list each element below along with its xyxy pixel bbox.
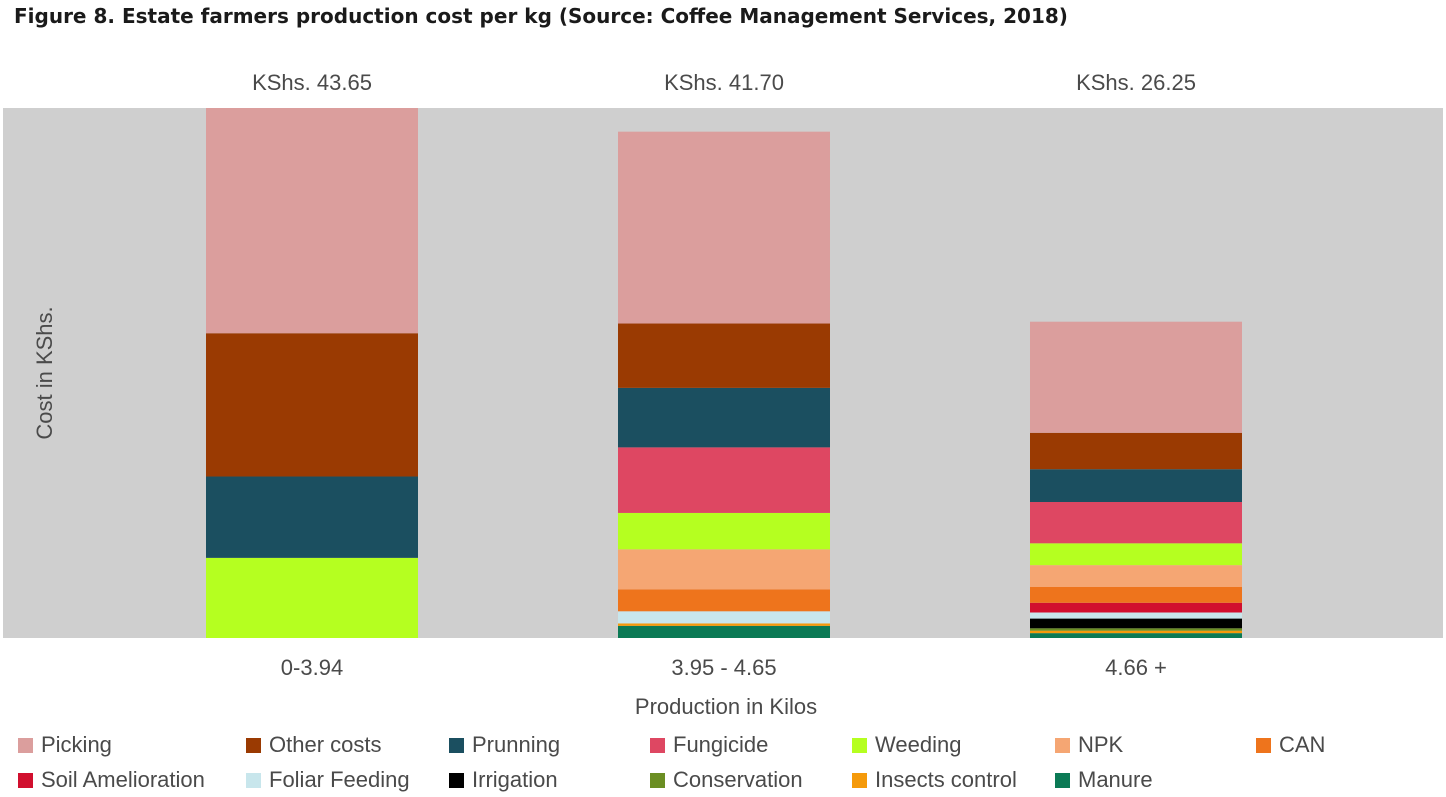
legend-label: Weeding <box>875 732 962 757</box>
bar-segment-conservation <box>1030 628 1242 631</box>
x-tick-label: 4.66 + <box>1105 655 1167 680</box>
legend-label: Insects control <box>875 767 1017 792</box>
bars-group <box>206 108 1242 638</box>
legend-swatch <box>449 772 464 788</box>
legend-item-npk: NPK <box>1055 728 1123 762</box>
y-axis-label: Cost in KShs. <box>32 306 57 439</box>
legend-label: Conservation <box>673 767 803 792</box>
bar-segment-irrigation <box>1030 618 1242 629</box>
legend: Picking Other costs Prunning Fungicide Weedi… <box>18 728 1438 794</box>
bar-segment-prunning <box>206 476 418 558</box>
legend-item-foliar-feeding: Foliar Feeding <box>246 763 410 797</box>
legend-swatch <box>18 772 33 788</box>
legend-item-other-costs: Other costs <box>246 728 381 762</box>
x-tick-label: 0-3.94 <box>281 655 343 680</box>
x-tick-label: 3.95 - 4.65 <box>671 655 776 680</box>
stacked-bar-chart: KShs. 43.65 KShs. 41.70 KShs. 26.25 0-3.94… <box>3 70 1443 719</box>
total-labels-group: KShs. 43.65 KShs. 41.70 KShs. 26.25 <box>252 70 1196 95</box>
legend-swatch <box>1256 737 1271 753</box>
legend-item-irrigation: Irrigation <box>449 763 558 797</box>
legend-swatch <box>852 772 867 788</box>
bar-segment-insects-control <box>618 623 830 626</box>
legend-label: Irrigation <box>472 767 558 792</box>
bar-segment-npk <box>1030 565 1242 588</box>
bar-segment-npk <box>618 549 830 590</box>
bar-total-label: KShs. 26.25 <box>1076 70 1196 95</box>
legend-label: Prunning <box>472 732 561 757</box>
legend-label: NPK <box>1078 732 1124 757</box>
legend-swatch <box>246 737 261 753</box>
bar-segment-picking <box>618 131 830 324</box>
bar-segment-soil-amelioration <box>1030 602 1242 613</box>
bar-segment-weeding <box>618 512 830 550</box>
bar-segment-picking <box>206 108 418 334</box>
legend-item-fungicide: Fungicide <box>650 728 768 762</box>
legend-swatch <box>650 772 665 788</box>
bar-segment-can <box>618 589 830 612</box>
x-axis-label: Production in Kilos <box>635 694 817 719</box>
bar-segment-prunning <box>1030 469 1242 503</box>
legend-label: Foliar Feeding <box>269 767 410 792</box>
category-labels-group: 0-3.94 3.95 - 4.65 4.66 + <box>281 655 1167 680</box>
bar-segment-other-costs <box>1030 432 1242 470</box>
bar-total-label: KShs. 41.70 <box>664 70 784 95</box>
bar-segment-other-costs <box>618 323 830 388</box>
legend-item-can: CAN <box>1256 728 1325 762</box>
legend-label: Fungicide <box>673 732 769 757</box>
bar-segment-foliar-feeding <box>618 611 830 624</box>
legend-item-prunning: Prunning <box>449 728 560 762</box>
bar-total-label: KShs. 43.65 <box>252 70 372 95</box>
bar-segment-manure <box>618 625 830 638</box>
legend-swatch <box>449 737 464 753</box>
legend-swatch <box>1055 772 1070 788</box>
bar-segment-weeding <box>1030 543 1242 566</box>
legend-swatch <box>650 737 665 753</box>
legend-swatch <box>246 772 261 788</box>
legend-label: Other costs <box>269 732 382 757</box>
legend-item-soil-amelioration: Soil Amelioration <box>18 763 205 797</box>
legend-item-insects-control: Insects control <box>852 763 1017 797</box>
bar-segment-weeding <box>206 557 418 638</box>
legend-label: Manure <box>1078 767 1153 792</box>
legend-swatch <box>1055 737 1070 753</box>
bar-segment-other-costs <box>206 333 418 477</box>
bar-segment-can <box>1030 587 1242 603</box>
legend-label: Picking <box>41 732 112 757</box>
bar-segment-fungicide <box>618 447 830 513</box>
legend-label: Soil Amelioration <box>41 767 205 792</box>
legend-item-conservation: Conservation <box>650 763 803 797</box>
chart-title: Figure 8. Estate farmers production cost… <box>14 4 1068 28</box>
bar-segment-fungicide <box>1030 502 1242 544</box>
legend-swatch <box>18 737 33 753</box>
legend-item-weeding: Weeding <box>852 728 961 762</box>
bar-segment-insects-control <box>1030 630 1242 634</box>
legend-item-picking: Picking <box>18 728 112 762</box>
legend-item-manure: Manure <box>1055 763 1153 797</box>
bar-segment-foliar-feeding <box>1030 612 1242 619</box>
legend-swatch <box>852 737 867 753</box>
bar-segment-manure <box>1030 633 1242 638</box>
bar-segment-picking <box>1030 321 1242 433</box>
bar-segment-prunning <box>618 387 830 448</box>
legend-label: CAN <box>1279 732 1326 757</box>
